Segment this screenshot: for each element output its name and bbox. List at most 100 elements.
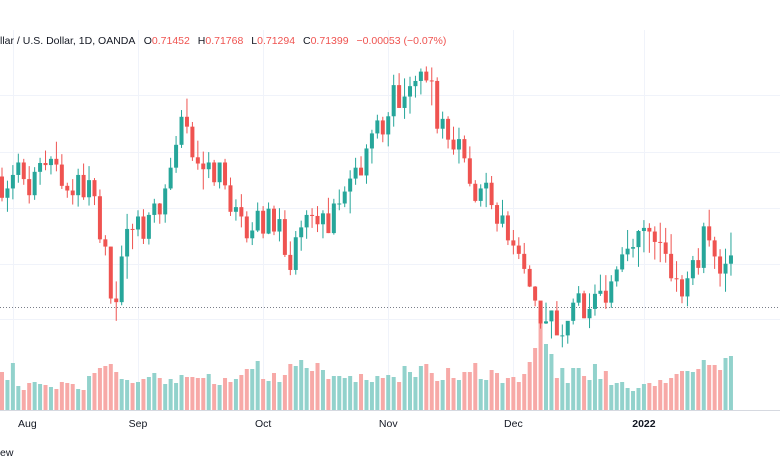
candle-body (582, 293, 587, 319)
candle-body (636, 231, 641, 248)
volume-bar (217, 385, 222, 410)
candle-body (397, 85, 402, 108)
candle-body (728, 255, 733, 264)
volume-bar (168, 379, 173, 410)
candle-body (103, 239, 108, 247)
volume-bar (408, 372, 412, 410)
volume-bar (440, 380, 445, 410)
candle-body (685, 278, 690, 297)
volume-bar (598, 379, 603, 410)
candle-body (505, 215, 510, 241)
candle-body (462, 139, 467, 159)
candle-body (43, 163, 48, 166)
candle-body (184, 116, 189, 127)
grid (0, 30, 780, 410)
volume-bar (527, 362, 532, 410)
volume-bar (54, 389, 59, 410)
volume-bar (538, 311, 543, 410)
candle-body (375, 120, 380, 134)
candle-body (359, 167, 364, 176)
volume-bar (647, 383, 652, 410)
volume-bar (65, 383, 70, 410)
candle-body (663, 242, 668, 254)
volume-bar (228, 382, 233, 410)
volume-bar (446, 368, 451, 410)
candle-body (92, 180, 97, 197)
candle-body (386, 116, 391, 135)
volume-bar (418, 366, 423, 410)
candle-body (348, 178, 353, 192)
candle-body (380, 120, 385, 135)
candle-body (418, 71, 423, 81)
candle-body (32, 171, 37, 196)
candle-body (495, 205, 500, 224)
volume-bar (108, 364, 113, 410)
volume-bar (141, 379, 146, 410)
candle-body (16, 162, 21, 175)
volume-bar (473, 363, 478, 410)
volume-bar (92, 373, 97, 410)
candle-body (70, 190, 75, 196)
x-tick-label: 2022 (632, 418, 656, 430)
candle-body (549, 310, 554, 322)
candle-body (266, 208, 271, 234)
candle-body (217, 162, 222, 183)
candle-body (484, 182, 489, 189)
candle-body (38, 163, 43, 172)
candle-body (707, 226, 712, 241)
volume-bar (337, 376, 342, 410)
volume-bar (190, 377, 195, 410)
volume-bars (0, 311, 733, 410)
candle-body (680, 279, 684, 297)
volume-bar (690, 372, 695, 410)
volume-bar (119, 379, 124, 410)
volume-bar (495, 373, 500, 410)
candle-body (255, 210, 260, 231)
volume-bar (157, 378, 162, 410)
volume-bar (59, 382, 64, 410)
candle-body (631, 247, 636, 249)
candle-body (195, 157, 200, 164)
candle-body (690, 260, 695, 279)
candle-body (364, 148, 369, 176)
symbol-title: llar / U.S. Dollar, 1D, OANDA (0, 35, 135, 47)
candle-body (310, 214, 315, 216)
volume-bar (326, 379, 331, 410)
volume-bar (244, 369, 249, 410)
volume-bar (375, 376, 380, 410)
volume-bar (728, 356, 733, 410)
candle-body (76, 174, 81, 196)
x-tick-label: Aug (18, 418, 37, 430)
candle-body (625, 248, 630, 255)
volume-bar (489, 370, 494, 410)
candle-body (652, 231, 657, 242)
candle-body (718, 256, 723, 274)
volume-bar (233, 379, 238, 410)
candle-body (337, 203, 342, 205)
volume-bar (592, 364, 597, 410)
candle-body (277, 219, 282, 232)
candle-body (315, 215, 320, 225)
candle-body (674, 278, 679, 280)
volume-bar (435, 381, 440, 410)
volume-bar (299, 360, 304, 410)
volume-bar (364, 380, 369, 410)
candle-body (478, 188, 483, 201)
candle-body (130, 228, 135, 230)
volume-bar (625, 388, 630, 410)
volume-bar (103, 366, 108, 410)
candle-body (326, 213, 331, 234)
volume-bar (125, 380, 130, 410)
volume-bar (223, 378, 228, 410)
candle-body (136, 216, 140, 230)
candle-body (560, 335, 565, 337)
volume-bar (136, 382, 140, 410)
volume-bar (250, 369, 255, 410)
candle-body (467, 158, 472, 184)
volume-bar (255, 361, 260, 410)
candle-body (456, 139, 461, 150)
volume-bar (353, 382, 358, 410)
candle-body (163, 188, 168, 215)
change-value: −0.00053 (−0.07%) (356, 35, 446, 47)
